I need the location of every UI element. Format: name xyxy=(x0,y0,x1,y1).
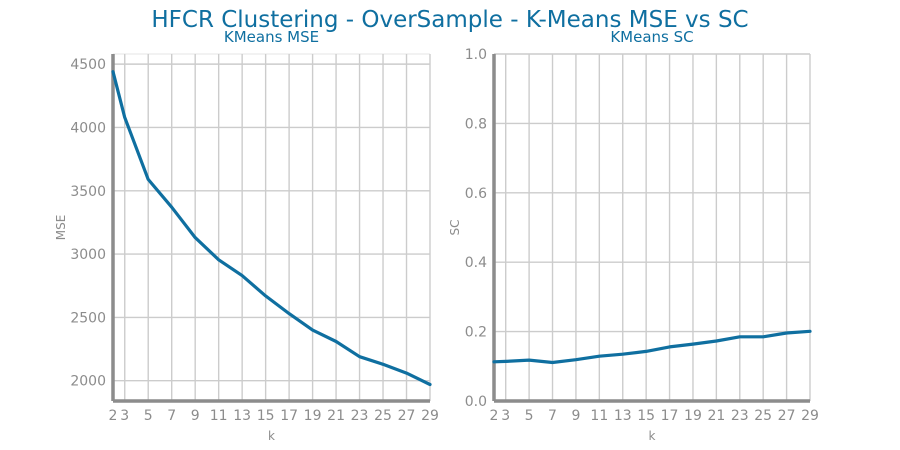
sc-y-tick-label: 0.6 xyxy=(465,186,487,202)
mse-y-tick-label: 4500 xyxy=(70,57,106,73)
sc-x-axis-label: k xyxy=(649,429,656,443)
mse-x-tick-label: 27 xyxy=(398,408,416,424)
mse-y-tick-label: 4000 xyxy=(70,120,106,136)
sc-x-tick-label: 27 xyxy=(778,408,796,424)
sc-x-tick-label: 19 xyxy=(684,408,702,424)
sc-x-tick-label: 13 xyxy=(614,408,632,424)
mse-x-axis-label: k xyxy=(268,429,275,443)
mse-x-tick-label: 25 xyxy=(374,408,392,424)
sc-series-line xyxy=(492,329,812,365)
mse-x-tick-label: 9 xyxy=(191,408,200,424)
sc-chart-panel: KMeans SC k SC 2 3 5 7 9 11 13 15 17 19 21 23 25 27 29… xyxy=(448,28,819,443)
sc-x-tick-label: 23 xyxy=(731,408,749,424)
mse-y-tick-label: 3000 xyxy=(70,247,106,263)
mse-x-tick-label: 29 xyxy=(421,408,439,424)
mse-x-tick-label: 13 xyxy=(233,408,251,424)
sc-y-axis-label: SC xyxy=(448,220,462,236)
sc-y-tick-label: 0.0 xyxy=(465,394,487,410)
mse-x-tick-label: 5 xyxy=(144,408,153,424)
sc-x-tick-label: 15 xyxy=(637,408,655,424)
mse-y-tick-label: 3500 xyxy=(70,184,106,200)
sc-x-tick-label: 21 xyxy=(707,408,725,424)
mse-x-tick-label: 3 xyxy=(120,408,129,424)
sc-x-tick-label: 25 xyxy=(754,408,772,424)
sc-x-tick-label: 3 xyxy=(501,408,510,424)
mse-x-tick-label: 17 xyxy=(280,408,298,424)
mse-chart-panel: KMeans MSE k MSE 2 3 5 7 9 11 13 15 17 19 21 23 25 27… xyxy=(54,28,439,443)
sc-x-tick-label: 7 xyxy=(548,408,557,424)
sc-x-tick-label: 9 xyxy=(571,408,580,424)
mse-x-tick-label: 21 xyxy=(327,408,345,424)
mse-y-tick-label: 2500 xyxy=(70,310,106,326)
figure-title: HFCR Clustering - OverSample - K-Means M… xyxy=(151,7,748,33)
sc-y-tick-label: 0.4 xyxy=(465,255,487,271)
mse-chart-title: KMeans MSE xyxy=(224,28,319,46)
sc-x-tick-label: 2 xyxy=(490,408,499,424)
mse-series-line xyxy=(111,70,432,387)
sc-y-tick-label: 1.0 xyxy=(465,47,487,63)
sc-y-tick-label: 0.8 xyxy=(465,116,487,132)
sc-y-tick-label: 0.2 xyxy=(465,325,487,341)
sc-x-tick-label: 5 xyxy=(525,408,534,424)
mse-y-axis-label: MSE xyxy=(54,215,68,241)
mse-x-tick-label: 23 xyxy=(351,408,369,424)
mse-x-tick-label: 15 xyxy=(257,408,275,424)
sc-x-tick-label: 29 xyxy=(801,408,819,424)
mse-y-tick-label: 2000 xyxy=(70,374,106,390)
mse-x-tick-label: 2 xyxy=(109,408,118,424)
sc-x-tick-label: 11 xyxy=(590,408,608,424)
mse-x-tick-label: 7 xyxy=(167,408,176,424)
mse-x-tick-label: 11 xyxy=(210,408,228,424)
sc-x-tick-label: 17 xyxy=(661,408,679,424)
mse-x-tick-label: 19 xyxy=(304,408,322,424)
sc-chart-title: KMeans SC xyxy=(610,28,693,46)
